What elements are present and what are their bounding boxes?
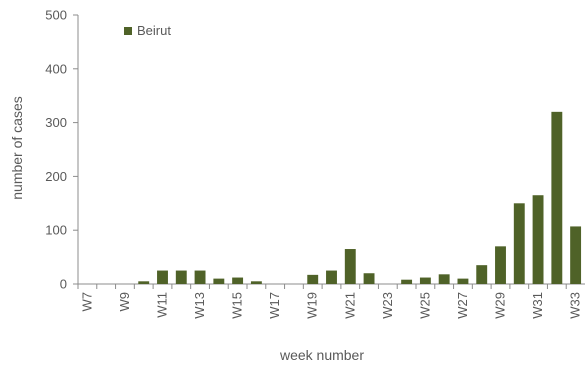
bar-w29 [495, 246, 506, 284]
y-axis-title: number of cases [9, 96, 25, 200]
bar-w27 [457, 278, 469, 284]
bar-w16 [250, 281, 262, 284]
x-tick-label: W21 [342, 292, 357, 319]
x-tick-label: W13 [192, 292, 207, 319]
x-tick-label: W25 [417, 292, 432, 319]
y-tick-label: 500 [45, 8, 67, 23]
bar-w10 [138, 281, 150, 284]
legend-swatch [124, 27, 132, 35]
x-tick-label: W19 [305, 292, 320, 319]
bar-w14 [213, 278, 225, 284]
bar-w20 [326, 270, 337, 284]
bar-w13 [194, 270, 206, 284]
bar-w33 [570, 226, 582, 284]
x-tick-label: W23 [380, 292, 395, 319]
legend: Beirut [124, 23, 171, 38]
x-tick-label: W33 [568, 292, 583, 319]
y-tick-label: 400 [45, 61, 67, 76]
bars [138, 111, 582, 284]
x-axis-title: week number [279, 347, 364, 363]
x-tick-label: W27 [455, 292, 470, 319]
bar-w12 [175, 270, 187, 284]
y-tick-label: 0 [60, 277, 67, 292]
x-tick-label: W17 [267, 292, 282, 319]
bar-w22 [363, 273, 375, 284]
bar-w25 [419, 277, 431, 284]
bar-w24 [401, 279, 413, 284]
x-tick-label: W7 [79, 292, 94, 312]
bar-w21 [344, 249, 356, 284]
bar-w30 [513, 203, 525, 284]
legend-label: Beirut [137, 23, 171, 38]
y-tick-label: 100 [45, 223, 67, 238]
x-tick-label: W11 [155, 292, 170, 318]
x-tick-label: W29 [493, 292, 508, 319]
y-tick-label: 300 [45, 115, 67, 130]
bar-w28 [476, 265, 488, 284]
y-ticks: 0 100 200 300 400 500 [45, 8, 78, 292]
bar-w31 [532, 195, 544, 284]
bar-w26 [438, 274, 450, 284]
bar-w11 [157, 270, 168, 284]
x-tick-label: W31 [530, 292, 545, 319]
x-ticks: W7 W9 W11 W13 W15 W17 W19 W21 W23 W25 W27 W29 W31 W33 [77, 284, 583, 319]
bar-w19 [307, 274, 319, 284]
bar-w15 [232, 277, 244, 284]
x-tick-label: W9 [117, 292, 132, 312]
x-tick-label: W15 [230, 292, 245, 319]
bar-w32 [551, 111, 563, 284]
y-tick-label: 200 [45, 169, 67, 184]
